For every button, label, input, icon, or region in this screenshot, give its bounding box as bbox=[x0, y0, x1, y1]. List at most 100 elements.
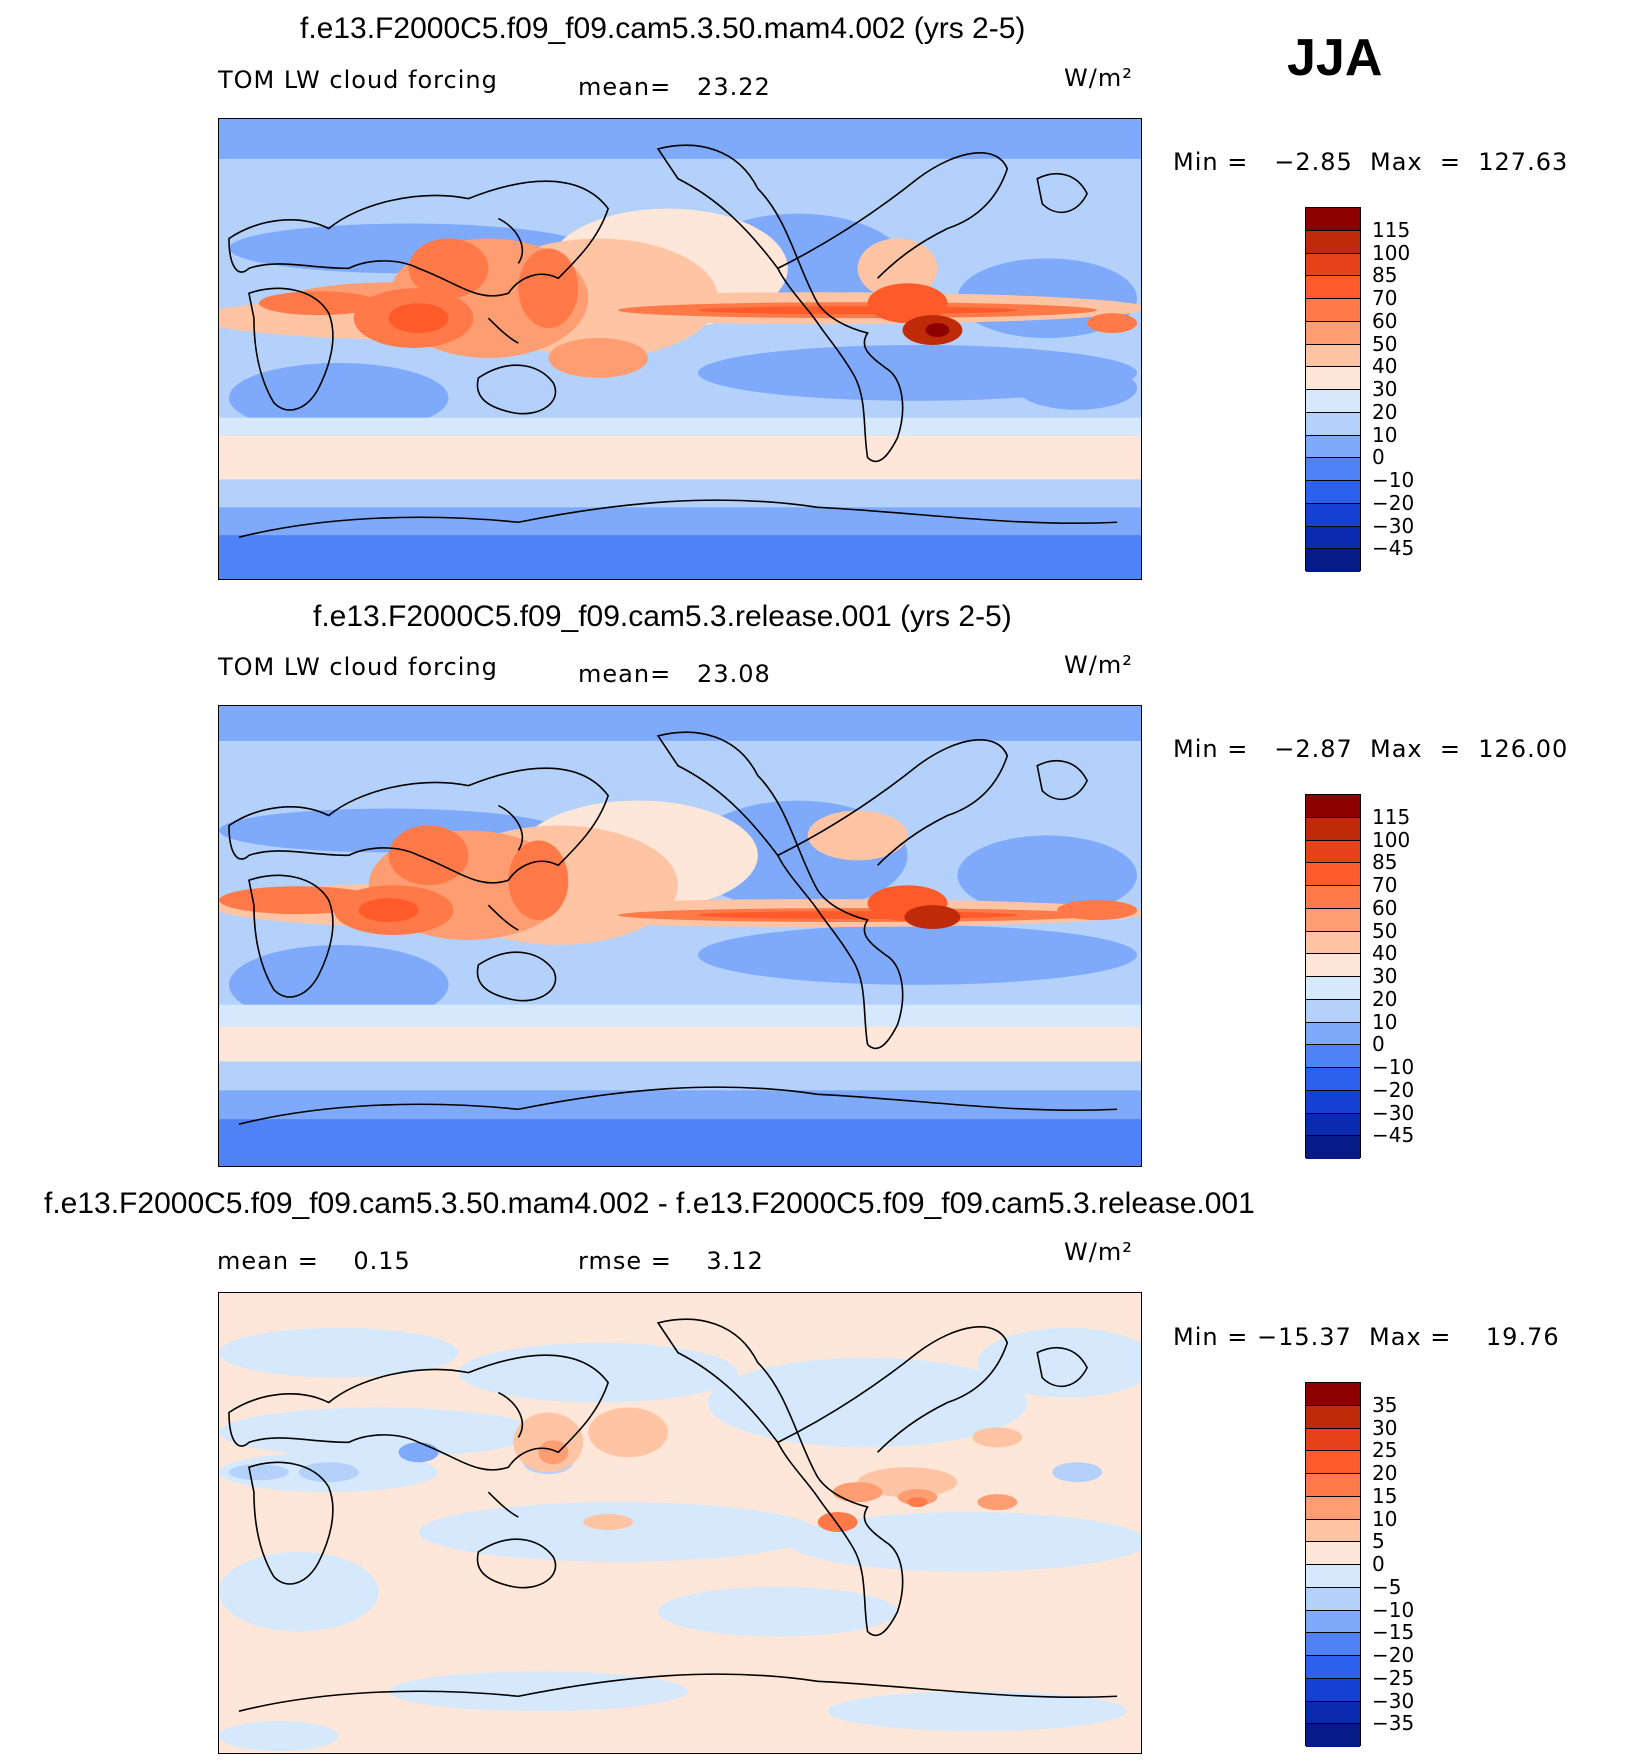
colorbar-tick-label: −30 bbox=[1372, 1100, 1415, 1125]
colorbar-tick-label: 20 bbox=[1372, 986, 1398, 1011]
colorbar-tick-label: 60 bbox=[1372, 308, 1398, 333]
colorbar-box bbox=[1306, 908, 1360, 932]
colorbar-tick-label: −30 bbox=[1372, 1688, 1415, 1713]
colorbar-box bbox=[1306, 999, 1360, 1023]
panel-1-mean: mean= 23.22 bbox=[578, 73, 771, 101]
colorbar-box bbox=[1306, 1542, 1360, 1565]
colorbar-box bbox=[1306, 1022, 1360, 1046]
colorbar-tick-label: 50 bbox=[1372, 918, 1398, 943]
colorbar-tick-label: 15 bbox=[1372, 1483, 1398, 1508]
panel-3-rmse: rmse = 3.12 bbox=[578, 1247, 764, 1275]
colorbar-box bbox=[1306, 1701, 1360, 1725]
colorbar-box bbox=[1306, 931, 1360, 955]
colorbar-tick-label: 25 bbox=[1372, 1438, 1398, 1463]
colorbar-box bbox=[1306, 1474, 1360, 1497]
colorbar-tick-label: 10 bbox=[1372, 1506, 1398, 1531]
colorbar-tick-label: 30 bbox=[1372, 1415, 1398, 1440]
colorbar-tick-label: 50 bbox=[1372, 331, 1398, 356]
colorbar-tick-label: −45 bbox=[1372, 1123, 1415, 1148]
colorbar-tick-label: 100 bbox=[1372, 827, 1411, 852]
colorbar-tick-label: 100 bbox=[1372, 240, 1411, 265]
colorbar-tick-label: 20 bbox=[1372, 399, 1398, 424]
colorbar-tick-label: −10 bbox=[1372, 1055, 1415, 1079]
colorbar-box bbox=[1306, 253, 1360, 277]
panel-1-units: W/m² bbox=[1064, 64, 1133, 92]
colorbar-tick-label: −10 bbox=[1372, 468, 1415, 492]
colorbar-tick-label: −25 bbox=[1372, 1665, 1415, 1690]
colorbar-tick-label: −45 bbox=[1372, 536, 1415, 561]
colorbar-box bbox=[1306, 817, 1360, 841]
colorbar-box bbox=[1306, 1383, 1360, 1406]
colorbar-box bbox=[1306, 230, 1360, 254]
colorbar-box bbox=[1306, 458, 1360, 481]
colorbar-box bbox=[1306, 344, 1360, 368]
colorbar-tick-label: 30 bbox=[1372, 964, 1398, 988]
colorbar-box bbox=[1306, 526, 1360, 550]
panel-1-title: f.e13.F2000C5.f09_f09.cam5.3.50.mam4.002… bbox=[300, 12, 1026, 45]
colorbar-box bbox=[1306, 1113, 1360, 1137]
colorbar-box bbox=[1306, 840, 1360, 864]
colorbar-box bbox=[1306, 1451, 1360, 1474]
colorbar-tick-label: 0 bbox=[1372, 1552, 1385, 1576]
panel-2-variable: TOM LW cloud forcing bbox=[218, 653, 498, 681]
panel-1-minmax: Min = −2.85 Max = 127.63 bbox=[1173, 148, 1569, 176]
colorbar-box bbox=[1306, 1610, 1360, 1634]
colorbar-tick-label: 40 bbox=[1372, 354, 1398, 379]
colorbar-box bbox=[1306, 503, 1360, 527]
colorbar-tick-label: −5 bbox=[1372, 1574, 1402, 1599]
colorbar-tick-label: −20 bbox=[1372, 1077, 1415, 1102]
panel-1-variable: TOM LW cloud forcing bbox=[218, 66, 498, 94]
colorbar-box bbox=[1306, 208, 1360, 231]
colorbar-box bbox=[1306, 863, 1360, 886]
colorbar-tick-label: 0 bbox=[1372, 445, 1385, 470]
panel-2-units: W/m² bbox=[1064, 651, 1133, 679]
colorbar-tick-label: 115 bbox=[1372, 217, 1411, 242]
colorbar-box bbox=[1306, 481, 1360, 504]
colorbar-tick-label: 60 bbox=[1372, 895, 1398, 920]
panel-2-colorbar bbox=[1305, 794, 1361, 1159]
colorbar-tick-label: 70 bbox=[1372, 286, 1398, 310]
colorbar-box bbox=[1306, 1428, 1360, 1452]
colorbar-box bbox=[1306, 1496, 1360, 1520]
colorbar-box bbox=[1306, 1587, 1360, 1611]
colorbar-box bbox=[1306, 1045, 1360, 1068]
panel-3-title: f.e13.F2000C5.f09_f09.cam5.3.50.mam4.002… bbox=[44, 1187, 1255, 1220]
colorbar-tick-label: 20 bbox=[1372, 1461, 1398, 1485]
season-label: JJA bbox=[1287, 29, 1383, 87]
colorbar-tick-label: 85 bbox=[1372, 263, 1398, 288]
colorbar-box bbox=[1306, 1678, 1360, 1702]
colorbar-tick-label: 0 bbox=[1372, 1032, 1385, 1057]
colorbar-box bbox=[1306, 1656, 1360, 1679]
colorbar-box bbox=[1306, 390, 1360, 413]
colorbar-tick-label: 35 bbox=[1372, 1392, 1398, 1417]
panel-2-mean: mean= 23.08 bbox=[578, 660, 771, 688]
panel-3-map bbox=[218, 1292, 1142, 1754]
panel-3-mean: mean = 0.15 bbox=[217, 1247, 411, 1275]
panel-2-minmax: Min = −2.87 Max = 126.00 bbox=[1173, 735, 1569, 763]
colorbar-tick-label: 70 bbox=[1372, 873, 1398, 897]
panel-2-title: f.e13.F2000C5.f09_f09.cam5.3.release.001… bbox=[313, 600, 1012, 633]
panel-3-colorbar bbox=[1305, 1382, 1361, 1747]
colorbar-tick-label: −35 bbox=[1372, 1711, 1415, 1736]
colorbar-tick-label: 85 bbox=[1372, 850, 1398, 875]
colorbar-tick-label: 115 bbox=[1372, 804, 1411, 829]
colorbar-box bbox=[1306, 321, 1360, 345]
panel-2-map bbox=[218, 705, 1142, 1167]
colorbar-box bbox=[1306, 886, 1360, 909]
colorbar-box bbox=[1306, 954, 1360, 977]
colorbar-box bbox=[1306, 1724, 1360, 1747]
panel-1-colorbar bbox=[1305, 207, 1361, 572]
colorbar-tick-label: −30 bbox=[1372, 513, 1415, 538]
colorbar-tick-label: 40 bbox=[1372, 941, 1398, 966]
colorbar-tick-label: −20 bbox=[1372, 490, 1415, 515]
colorbar-tick-label: −10 bbox=[1372, 1597, 1415, 1622]
colorbar-box bbox=[1306, 1068, 1360, 1091]
colorbar-box bbox=[1306, 299, 1360, 322]
colorbar-box bbox=[1306, 1405, 1360, 1429]
panel-1-map bbox=[218, 118, 1142, 580]
colorbar-box bbox=[1306, 795, 1360, 818]
colorbar-tick-label: 10 bbox=[1372, 1009, 1398, 1034]
colorbar-box bbox=[1306, 549, 1360, 572]
colorbar-box bbox=[1306, 276, 1360, 299]
colorbar-box bbox=[1306, 367, 1360, 390]
